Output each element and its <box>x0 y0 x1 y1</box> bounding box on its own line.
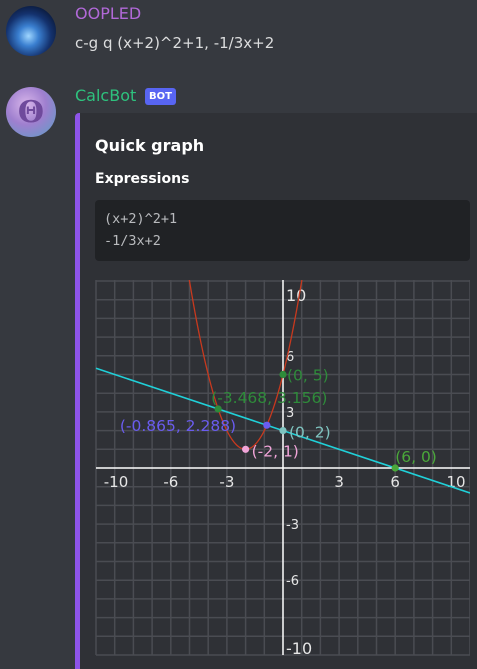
y-tick-label: -10 <box>286 639 312 658</box>
points: (0, 5) (-3.468, 3.156) (-0.865, 2.288) (0, … <box>120 367 437 472</box>
intersection-point <box>391 464 399 472</box>
point-label: (6, 0) <box>395 448 437 466</box>
point-label: (-3.468, 3.156) <box>211 389 327 407</box>
x-tick-label: -3 <box>219 473 234 491</box>
embed-field-name: Expressions <box>95 171 190 187</box>
expression-line: (x+2)^2+1 <box>104 211 178 227</box>
intersection-point <box>263 421 271 429</box>
y-tick-label: -6 <box>286 574 299 589</box>
y-tick-label: 10 <box>286 286 306 305</box>
x-tick-label: 6 <box>390 473 400 491</box>
intersection-point <box>214 405 222 413</box>
intersection-point <box>242 445 250 453</box>
x-tick-label: -6 <box>163 473 178 491</box>
point-label: (0, 2) <box>289 424 331 442</box>
intersection-point <box>279 370 287 379</box>
user-avatar[interactable] <box>6 6 56 56</box>
embed-title: Quick graph <box>95 136 205 155</box>
bot-avatar[interactable]: Θ <box>6 87 56 137</box>
y-tick-label: 3 <box>286 406 294 421</box>
axes <box>96 280 470 655</box>
embed: Quick graph Expressions (x+2)^2+1 -1/3x+… <box>75 113 477 669</box>
expression-line: -1/3x+2 <box>104 233 161 249</box>
y-tick-label: -3 <box>286 518 299 533</box>
point-label: (-0.865, 2.288) <box>120 417 236 435</box>
bot-name[interactable]: CalcBot <box>75 86 137 105</box>
point-label: (0, 5) <box>287 367 329 385</box>
y-tick-label: 6 <box>286 350 294 365</box>
x-tick-label: 3 <box>334 473 344 491</box>
point-label: (-2, 1) <box>252 442 299 460</box>
expressions-code-block: (x+2)^2+1 -1/3x+2 <box>95 200 470 261</box>
user-name[interactable]: OOPLED <box>75 4 142 23</box>
message-text: c-g q (x+2)^2+1, -1/3x+2 <box>75 34 275 52</box>
x-tick-label: -10 <box>104 473 129 491</box>
theta-glyph: Θ <box>17 94 45 130</box>
intersection-point <box>279 427 287 435</box>
bot-badge: BOT <box>145 88 176 105</box>
